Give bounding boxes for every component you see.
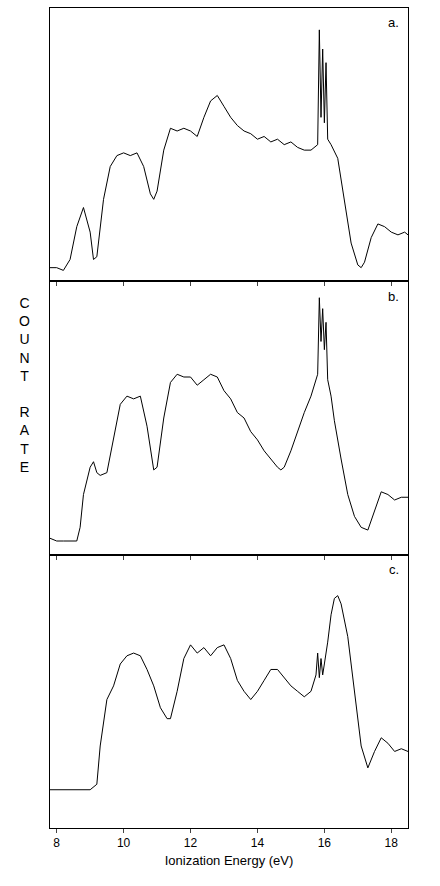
svg-text:16: 16 xyxy=(318,836,332,850)
svg-text:a.: a. xyxy=(388,15,399,30)
svg-text:b.: b. xyxy=(388,289,399,304)
svg-text:14: 14 xyxy=(251,836,265,850)
svg-text:c.: c. xyxy=(389,562,399,577)
svg-text:8: 8 xyxy=(53,836,60,850)
svg-text:COUNT RATE: COUNT RATE xyxy=(19,295,30,475)
svg-text:Ionization Energy (eV): Ionization Energy (eV) xyxy=(165,853,294,868)
svg-text:18: 18 xyxy=(385,836,399,850)
svg-text:12: 12 xyxy=(184,836,198,850)
svg-text:10: 10 xyxy=(117,836,131,850)
